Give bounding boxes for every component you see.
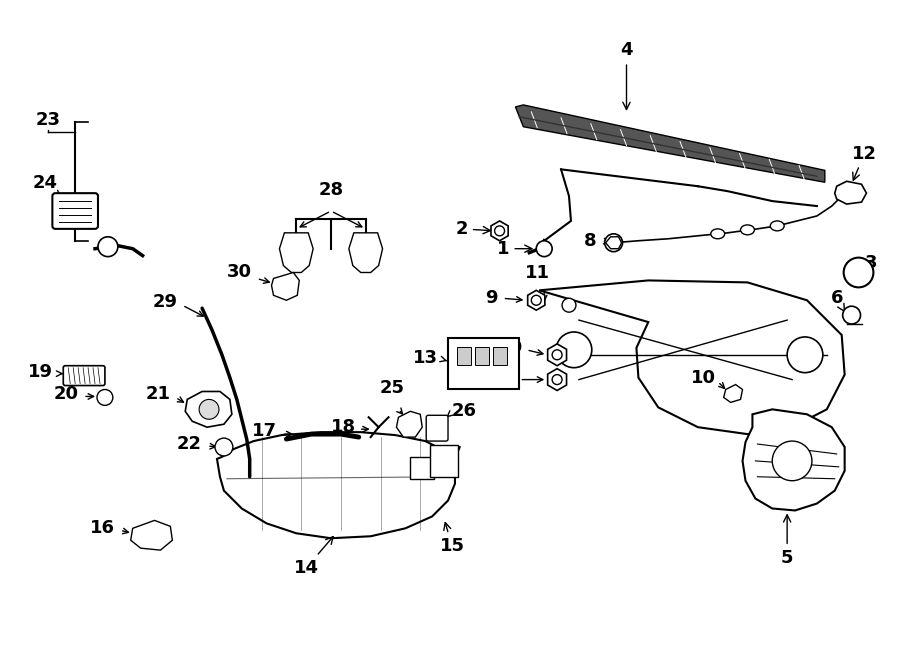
- Text: 5: 5: [781, 515, 794, 567]
- Text: 26: 26: [452, 403, 477, 420]
- FancyBboxPatch shape: [410, 457, 434, 479]
- Circle shape: [843, 258, 873, 288]
- Circle shape: [199, 399, 219, 419]
- Text: 10: 10: [690, 369, 716, 387]
- Polygon shape: [349, 233, 382, 272]
- Circle shape: [605, 234, 623, 252]
- Polygon shape: [185, 391, 232, 427]
- Text: 4: 4: [620, 42, 633, 110]
- FancyBboxPatch shape: [430, 445, 458, 477]
- Text: 29: 29: [152, 293, 177, 311]
- Text: 7: 7: [502, 369, 515, 387]
- Polygon shape: [397, 411, 422, 437]
- FancyBboxPatch shape: [63, 366, 105, 385]
- FancyBboxPatch shape: [448, 338, 519, 389]
- Text: 13: 13: [413, 349, 438, 367]
- Text: 23: 23: [36, 111, 61, 129]
- Polygon shape: [606, 237, 622, 249]
- Circle shape: [552, 375, 562, 385]
- FancyBboxPatch shape: [427, 415, 448, 441]
- Text: 28: 28: [319, 181, 344, 199]
- Circle shape: [788, 337, 823, 373]
- Polygon shape: [724, 385, 742, 403]
- Polygon shape: [527, 290, 544, 310]
- Text: 17: 17: [251, 422, 276, 440]
- Circle shape: [562, 298, 576, 312]
- Text: 12: 12: [852, 145, 877, 180]
- Polygon shape: [547, 344, 566, 366]
- Polygon shape: [742, 409, 845, 510]
- Circle shape: [97, 389, 112, 405]
- Circle shape: [495, 226, 505, 236]
- Circle shape: [536, 241, 552, 256]
- Text: 16: 16: [90, 520, 115, 537]
- FancyBboxPatch shape: [492, 347, 507, 365]
- Text: 25: 25: [380, 379, 405, 397]
- Text: 21: 21: [146, 385, 170, 403]
- Ellipse shape: [711, 229, 724, 239]
- Circle shape: [531, 295, 541, 305]
- Circle shape: [842, 306, 860, 324]
- Ellipse shape: [770, 221, 784, 231]
- Text: 6: 6: [831, 290, 845, 313]
- Text: 30: 30: [227, 264, 252, 282]
- Circle shape: [98, 237, 118, 256]
- Text: 22: 22: [177, 435, 202, 453]
- FancyBboxPatch shape: [52, 193, 98, 229]
- Text: 9: 9: [485, 290, 498, 307]
- Polygon shape: [516, 105, 824, 182]
- FancyBboxPatch shape: [457, 347, 471, 365]
- Circle shape: [772, 441, 812, 481]
- Text: 15: 15: [439, 523, 464, 555]
- Text: 8: 8: [584, 232, 597, 250]
- Polygon shape: [272, 272, 300, 300]
- Ellipse shape: [741, 225, 754, 235]
- Polygon shape: [547, 369, 566, 391]
- Text: 3: 3: [860, 254, 878, 272]
- Polygon shape: [217, 432, 455, 538]
- FancyBboxPatch shape: [475, 347, 489, 365]
- Text: 24: 24: [33, 175, 60, 198]
- Circle shape: [215, 438, 233, 456]
- Text: 19: 19: [29, 363, 53, 381]
- Text: 14: 14: [293, 537, 333, 577]
- Polygon shape: [130, 520, 173, 550]
- Polygon shape: [491, 221, 508, 241]
- Circle shape: [556, 332, 592, 368]
- Text: 27: 27: [438, 445, 464, 463]
- Text: 2: 2: [455, 220, 490, 238]
- Text: 9: 9: [508, 339, 521, 357]
- Text: 18: 18: [330, 418, 356, 436]
- Polygon shape: [834, 181, 867, 204]
- Circle shape: [552, 350, 562, 360]
- Text: 1: 1: [497, 240, 532, 258]
- Polygon shape: [279, 233, 313, 272]
- Text: 11: 11: [525, 264, 550, 282]
- Polygon shape: [539, 280, 845, 434]
- Text: 20: 20: [53, 385, 78, 403]
